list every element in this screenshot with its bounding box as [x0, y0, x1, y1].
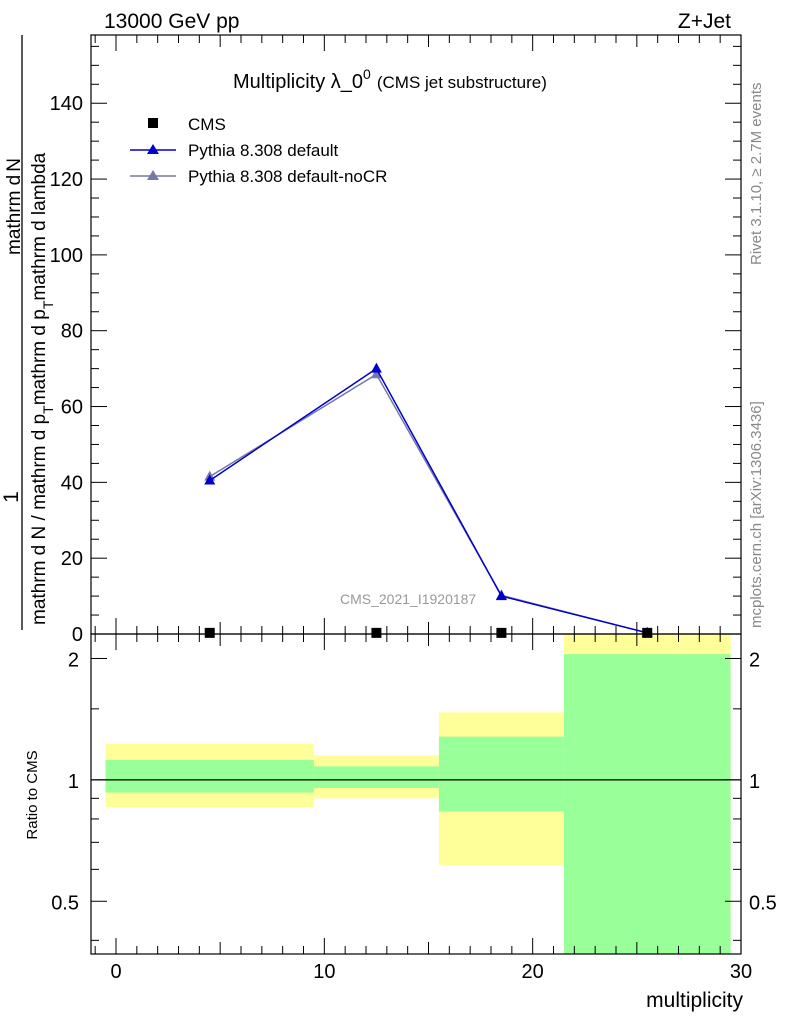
ratio-xlabel: multiplicity — [646, 989, 743, 1012]
main-ylabel-numer-N: N — [4, 158, 25, 172]
plot-title: Multiplicity λ_00 (CMS jet substructure) — [233, 66, 547, 93]
analysis-watermark: CMS_2021_I1920187 — [340, 591, 476, 607]
ratio-band-inner-1 — [313, 766, 439, 788]
main-ylabel-den-b: mathrm d p — [29, 309, 50, 405]
main-ylabel-numer-d: mathrm d — [4, 175, 25, 255]
plot-title-sup: 0 — [363, 66, 371, 82]
ratio-band-inner-3 — [563, 654, 731, 954]
header-left: 13000 GeV pp — [104, 10, 239, 33]
series-line-1 — [209, 367, 648, 634]
main-ytick-label-0: 0 — [72, 624, 83, 646]
rivet-label: Rivet 3.1.10, ≥ 2.7M events — [748, 83, 765, 266]
mcplots-label: mcplots.cern.ch [arXiv:1306.3436] — [748, 401, 765, 628]
ratio-bands — [91, 634, 741, 954]
header-right: Z+Jet — [678, 10, 731, 33]
main-ylabel-num: 1 — [0, 491, 23, 503]
main-ytick-label-6: 120 — [50, 169, 83, 191]
main-ytick-label-3: 60 — [61, 397, 83, 419]
cms-point-2 — [496, 627, 507, 638]
main-ylabel-den-T2: T — [40, 300, 56, 309]
main-ytick-label-1: 20 — [61, 548, 83, 570]
ratio-xtick-label-2: 20 — [522, 961, 544, 983]
ratio-xtick-label-1: 10 — [313, 961, 335, 983]
series-layer — [204, 362, 653, 638]
series-point-1-2 — [495, 590, 507, 601]
legend-marker-pythia-nocr — [147, 170, 159, 180]
cms-point-0 — [204, 627, 215, 638]
legend-marker-cms — [148, 118, 158, 128]
main-ytick-label-2: 40 — [61, 472, 83, 494]
legend-marker-pythia-default — [147, 144, 159, 154]
legend-label-cms: CMS — [188, 115, 226, 134]
ratio-ytick-label-right-1: 1 — [749, 771, 760, 793]
main-ytick-label-4: 80 — [61, 321, 83, 343]
ratio-ytick-label-2: 2 — [68, 649, 79, 671]
plot-title-main: Multiplicity λ_0 — [233, 71, 363, 93]
main-ylabel-den-T: T — [40, 405, 56, 414]
ratio-ytick-label-right-2: 2 — [749, 649, 760, 671]
series-point-2-1 — [370, 368, 382, 379]
main-axis-ticks: 0 20 40 60 80 100 120 140 — [50, 35, 742, 646]
ratio-ylabel: Ratio to CMS — [24, 750, 41, 839]
ratio-axis-ticks: 0.5 0.51 12 20 10 20 30 — [51, 634, 777, 983]
ratio-ytick-label-0: 0.5 — [51, 892, 79, 914]
main-ylabel-den-c: mathrm d lambda — [29, 152, 50, 300]
ratio-band-inner-0 — [105, 760, 314, 793]
main-ylabel: 1 mathrm d N / mathrm d pTmathrm d pTmat… — [0, 35, 56, 630]
plot-title-sub: (CMS jet substructure) — [377, 73, 547, 92]
ratio-plot-frame — [90, 633, 742, 955]
main-ylabel-numer: mathrm d N — [4, 158, 25, 255]
series-point-1-0 — [204, 474, 216, 485]
main-ytick-label-5: 100 — [50, 245, 83, 267]
legend-label-pythia-nocr: Pythia 8.308 default-noCR — [188, 167, 387, 186]
series-point-1-1 — [370, 362, 382, 373]
cms-point-1 — [371, 627, 382, 638]
legend-label-pythia-default: Pythia 8.308 default — [188, 141, 339, 160]
main-ylabel-den: mathrm d N / mathrm d pTmathrm d pTmathr… — [29, 152, 56, 625]
main-ylabel-den-a: mathrm d N / mathrm d p — [29, 414, 50, 625]
ratio-ytick-label-1: 1 — [68, 771, 79, 793]
main-ytick-label-7: 140 — [50, 93, 83, 115]
ratio-band-inner-2 — [438, 736, 564, 812]
ratio-xtick-label-0: 0 — [110, 961, 121, 983]
cms-point-3 — [642, 627, 653, 638]
ratio-xtick-label-3: 30 — [730, 961, 752, 983]
legend: CMS Pythia 8.308 default Pythia 8.308 de… — [130, 115, 387, 186]
ratio-ytick-label-right-0: 0.5 — [749, 892, 777, 914]
